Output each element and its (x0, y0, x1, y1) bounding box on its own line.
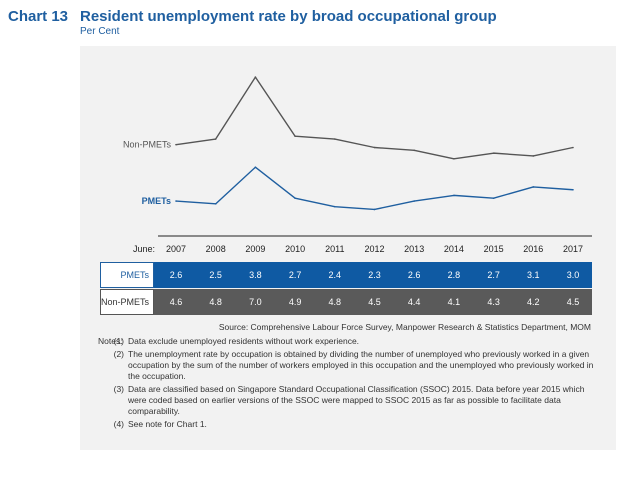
table-row-non-pmets: Non-PMETs 4.6 4.8 7.0 4.9 4.8 4.5 4.4 4.… (100, 289, 592, 315)
x-tick-label: 2012 (364, 244, 384, 254)
note-text: The unemployment rate by occupation is o… (128, 349, 594, 381)
legend-label-non-pmets: Non-PMETs (123, 140, 172, 150)
note-text: Data are classified based on Singapore S… (128, 384, 585, 416)
data-point-pmets (373, 208, 376, 211)
x-tick-label: 2014 (444, 244, 464, 254)
data-point-non-pmets (334, 138, 336, 140)
note-item: (4) See note for Chart 1. (100, 419, 598, 430)
legend-label-pmets: PMETs (142, 196, 171, 206)
x-tick-label: 2010 (285, 244, 305, 254)
data-point-pmets (413, 200, 416, 202)
data-point-pmets (214, 203, 217, 205)
note-number: (1) (113, 336, 124, 346)
data-point-non-pmets (453, 157, 455, 160)
data-point-non-pmets (532, 155, 535, 157)
table-row-pmets: PMETs 2.6 2.5 3.8 2.7 2.4 2.3 2.6 2.8 2.… (100, 262, 592, 288)
note-number: (3) (113, 384, 124, 394)
x-tick-label: 2009 (245, 244, 265, 254)
data-point-pmets (254, 166, 257, 169)
data-point-pmets (572, 188, 574, 191)
data-point-non-pmets (175, 143, 177, 146)
data-point-pmets (453, 194, 455, 197)
series-line-pmets (175, 166, 574, 211)
x-tick-label: 2011 (325, 244, 344, 254)
x-tick-label: 2017 (563, 244, 583, 254)
x-tick-label: 2015 (484, 244, 504, 254)
note-text: See note for Chart 1. (128, 419, 207, 429)
table-cell: 2.6 (407, 270, 421, 280)
data-point-pmets (492, 197, 495, 199)
data-point-non-pmets (572, 146, 574, 149)
notes-label: Notes: (98, 336, 123, 346)
data-point-non-pmets (373, 146, 376, 149)
table-cell: 2.6 (169, 270, 183, 280)
chart-header: Chart 13 Resident unemployment rate by br… (8, 8, 497, 26)
table-cell: 4.3 (487, 297, 500, 307)
table-cell: 2.3 (368, 270, 381, 280)
table-row-cells: 2.6 2.5 3.8 2.7 2.4 2.3 2.6 2.8 2.7 3.1 … (154, 262, 592, 288)
data-point-non-pmets (492, 152, 495, 154)
table-row-cells: 4.6 4.8 7.0 4.9 4.8 4.5 4.4 4.1 4.3 4.2 … (154, 289, 592, 315)
chart-subtitle: Per Cent (80, 26, 120, 37)
x-tick-label: 2008 (206, 244, 226, 254)
x-tick-label: 2007 (166, 244, 186, 254)
table-cell: 2.7 (288, 270, 302, 280)
x-tick-label: 2016 (523, 244, 543, 254)
x-axis-prefix: June: (133, 244, 155, 254)
note-item: (1) Data exclude unemployed residents wi… (100, 336, 598, 347)
table-row-label: Non-PMETs (100, 289, 154, 315)
data-point-pmets (532, 186, 535, 188)
chart-number: Chart 13 (8, 8, 69, 25)
table-cell: 4.2 (527, 297, 540, 307)
table-cell: 4.9 (288, 297, 302, 307)
data-point-non-pmets (254, 76, 257, 78)
chart-panel (80, 46, 616, 450)
table-cell: 4.5 (566, 297, 580, 307)
table-cell: 2.5 (209, 270, 222, 280)
note-text: Data exclude unemployed residents withou… (128, 336, 360, 346)
data-point-non-pmets (214, 138, 217, 140)
table-cell: 3.0 (566, 270, 580, 280)
note-number: (4) (113, 419, 124, 429)
data-point-pmets (294, 197, 296, 199)
data-point-pmets (334, 205, 336, 208)
chart-title: Resident unemployment rate by broad occu… (80, 8, 497, 25)
series-line-non-pmets (175, 76, 574, 160)
table-cell: 2.4 (328, 270, 342, 280)
x-tick-label: 2013 (404, 244, 424, 254)
table-cell: 2.8 (447, 270, 461, 280)
source-text: Source: Comprehensive Labour Force Surve… (218, 322, 591, 332)
note-item: (2) The unemployment rate by occupation … (100, 349, 598, 382)
table-cell: 4.5 (368, 297, 381, 307)
table-cell: 4.6 (169, 297, 183, 307)
table-row-label: PMETs (100, 262, 154, 288)
table-cell: 4.4 (407, 297, 421, 307)
data-point-pmets (175, 200, 177, 202)
note-item: (3) Data are classified based on Singapo… (100, 384, 598, 417)
data-point-non-pmets (413, 149, 416, 152)
data-point-non-pmets (294, 135, 296, 138)
table-cell: 3.1 (527, 270, 540, 280)
table-cell: 7.0 (249, 297, 262, 307)
table-cell: 2.7 (487, 270, 500, 280)
table-cell: 4.8 (328, 297, 342, 307)
notes-block: Notes: (1) Data exclude unemployed resid… (98, 336, 598, 432)
table-cell: 4.8 (209, 297, 222, 307)
table-cell: 4.1 (447, 297, 461, 307)
note-number: (2) (113, 349, 124, 359)
table-cell: 3.8 (249, 270, 262, 280)
